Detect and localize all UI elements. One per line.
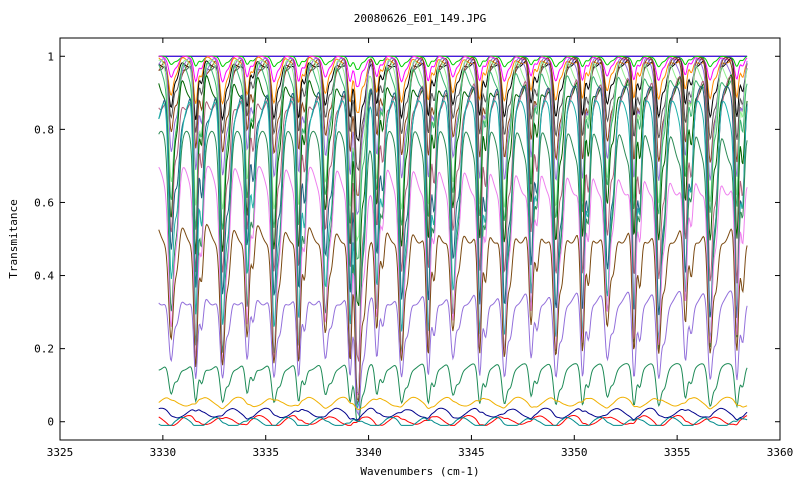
- series-group: [158, 55, 748, 426]
- spectrum-series-line: [158, 363, 748, 422]
- chart-title: 20080626_E01_149.JPG: [354, 12, 486, 25]
- spectrum-series-line: [158, 55, 748, 71]
- x-tick-label: 3350: [561, 446, 588, 459]
- y-tick-label: 0.4: [34, 270, 54, 283]
- x-tick-label: 3335: [252, 446, 279, 459]
- spectrum-series-line: [158, 57, 748, 142]
- spectrum-series-line: [158, 100, 748, 409]
- spectrum-series-line: [158, 415, 748, 426]
- y-tick-label: 0.8: [34, 123, 54, 136]
- spectrum-series-line: [158, 55, 748, 88]
- x-tick-label: 3325: [47, 446, 74, 459]
- spectrum-series-line: [158, 56, 748, 114]
- x-tick-label: 3355: [664, 446, 691, 459]
- spectrum-series-line: [158, 416, 748, 426]
- x-tick-label: 3360: [767, 446, 794, 459]
- y-tick-label: 1: [47, 50, 54, 63]
- y-tick-label: 0.2: [34, 343, 54, 356]
- y-tick-label: 0.6: [34, 196, 54, 209]
- spectrum-series-line: [158, 130, 748, 405]
- x-tick-label: 3345: [458, 446, 485, 459]
- x-axis-label: Wavenumbers (cm-1): [360, 465, 479, 478]
- x-tick-label: 3330: [150, 446, 177, 459]
- spectrum-series-line: [158, 223, 748, 403]
- spectrum-series-line: [158, 85, 748, 396]
- axes-group: 3325 3330 3335 3340 3345 3350 3355 3360 0 0.2 0.4 0…: [34, 38, 793, 459]
- y-tick-label: 0: [47, 416, 54, 429]
- spectrum-series-line: [158, 62, 748, 260]
- spectrum-series-line: [158, 76, 748, 362]
- spectrum-series-line: [158, 396, 748, 411]
- y-axis-label: Transmitance: [7, 199, 20, 278]
- plot-frame: [59, 37, 781, 441]
- spectrum-series-line: [158, 290, 748, 417]
- x-tick-label: 3340: [355, 446, 382, 459]
- spectrum-series-line: [158, 165, 748, 397]
- spectrum-series-line: [158, 73, 748, 306]
- spectrum-series-line: [158, 407, 748, 421]
